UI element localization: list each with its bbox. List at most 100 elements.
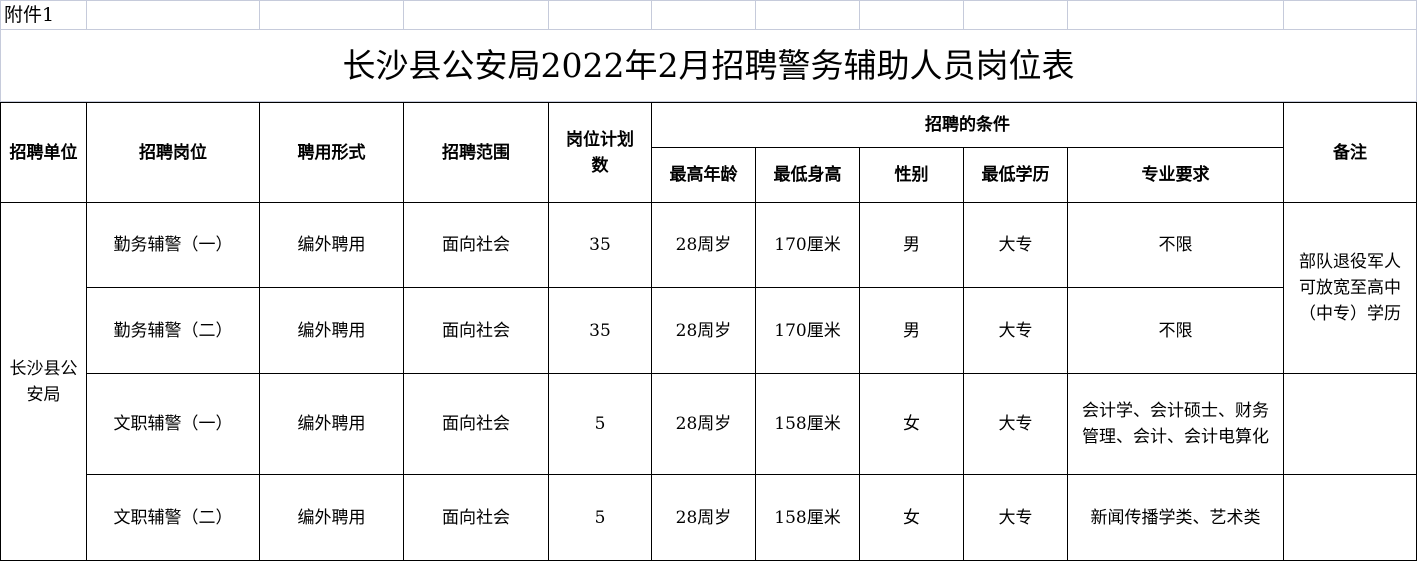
header-gender: 性别 [860,148,964,203]
unit-cell: 长沙县公安局 [0,203,87,561]
header-min-education-text: 最低学历 [981,165,1050,185]
row-1-position: 勤务辅警（一） [87,203,260,288]
row-3-gender-text: 女 [903,414,920,434]
row-2-major-text: 不限 [1158,320,1193,341]
row-4-position: 文职辅警（二） [87,475,260,561]
row-1-age: 28周岁 [652,203,756,288]
row-2-gender: 男 [860,288,964,374]
row-1-major: 不限 [1068,203,1284,288]
row-4-gender-text: 女 [903,507,920,528]
row-1-major-text: 不限 [1158,235,1193,255]
header-remarks-text: 备注 [1333,142,1367,163]
row-3-major: 会计学、会计硕士、财务管理、会计、会计电算化 [1068,374,1284,475]
row-4-position-text: 文职辅警（二） [113,507,233,528]
remarks-cell: 部队退役军人可放宽至高中（中专）学历 [1284,203,1417,374]
remarks-empty [1284,374,1417,475]
empty-cell [1068,0,1284,30]
row-2-height-text: 170厘米 [774,320,841,341]
row-3-position-text: 文职辅警（一） [113,414,233,434]
header-employment-form-text: 聘用形式 [297,142,366,163]
row-2-education-text: 大专 [998,320,1033,341]
row-1-height-text: 170厘米 [774,235,841,255]
header-min-height-text: 最低身高 [773,165,842,185]
page-title-text: 长沙县公安局2022年2月招聘警务辅助人员岗位表 [342,45,1075,85]
empty-cell [1284,0,1417,30]
header-unit: 招聘单位 [0,102,87,203]
remarks-cell-text: 部队退役军人可放宽至高中（中专）学历 [1299,252,1401,324]
header-unit-text: 招聘单位 [9,142,78,163]
row-4-height-text: 158厘米 [774,507,841,528]
empty-cell [404,0,549,30]
row-3-form: 编外聘用 [260,374,404,475]
row-1-scope: 面向社会 [404,203,549,288]
row-2-count-text: 35 [589,320,611,341]
row-2-gender-text: 男 [903,320,920,341]
row-4-major: 新闻传播学类、艺术类 [1068,475,1284,561]
header-position: 招聘岗位 [87,102,260,203]
row-4-count: 5 [549,475,652,561]
row-4-scope-text: 面向社会 [442,507,510,528]
row-3-age-text: 28周岁 [675,414,732,434]
row-4-form-text: 编外聘用 [297,507,366,528]
row-3-form-text: 编外聘用 [297,414,366,434]
row-1-education-text: 大专 [998,235,1033,255]
row-2-height: 170厘米 [756,288,860,374]
header-remarks: 备注 [1284,102,1417,203]
row-2-major: 不限 [1068,288,1284,374]
empty-cell [964,0,1068,30]
row-4-education: 大专 [964,475,1068,561]
row-4-scope: 面向社会 [404,475,549,561]
attachment-label-text: 附件1 [4,4,55,26]
row-4-height: 158厘米 [756,475,860,561]
row-1-gender-text: 男 [903,235,920,255]
remarks-empty [1284,475,1417,561]
header-min-height: 最低身高 [756,148,860,203]
row-2-form: 编外聘用 [260,288,404,374]
row-2-form-text: 编外聘用 [297,320,366,341]
header-planned-count-text: 岗位计划数 [566,129,634,176]
empty-cell [87,0,260,30]
empty-cell [652,0,756,30]
header-major: 专业要求 [1068,148,1284,203]
row-4-education-text: 大专 [998,507,1033,528]
page-title: 长沙县公安局2022年2月招聘警务辅助人员岗位表 [0,30,1417,102]
attachment-label: 附件1 [0,0,87,30]
row-3-height: 158厘米 [756,374,860,475]
row-4-major-text: 新闻传播学类、艺术类 [1090,507,1261,528]
header-min-education: 最低学历 [964,148,1068,203]
row-1-scope-text: 面向社会 [442,235,510,255]
row-4-gender: 女 [860,475,964,561]
row-3-height-text: 158厘米 [774,414,841,434]
header-employment-form: 聘用形式 [260,102,404,203]
row-3-age: 28周岁 [652,374,756,475]
row-3-education-text: 大专 [998,414,1033,434]
header-scope-text: 招聘范围 [442,142,510,163]
row-2-age-text: 28周岁 [675,320,732,341]
row-3-scope: 面向社会 [404,374,549,475]
header-planned-count: 岗位计划数 [549,102,652,203]
row-2-count: 35 [549,288,652,374]
empty-cell [260,0,404,30]
row-2-position: 勤务辅警（二） [87,288,260,374]
row-1-count: 35 [549,203,652,288]
row-4-count-text: 5 [594,507,606,528]
row-2-scope: 面向社会 [404,288,549,374]
row-1-height: 170厘米 [756,203,860,288]
row-1-count-text: 35 [589,235,611,255]
empty-cell [756,0,860,30]
header-conditions-text: 招聘的条件 [925,115,1010,135]
unit-cell-text: 长沙县公安局 [9,358,78,405]
row-3-education: 大专 [964,374,1068,475]
row-4-form: 编外聘用 [260,475,404,561]
row-4-age-text: 28周岁 [675,507,732,528]
row-1-form: 编外聘用 [260,203,404,288]
row-3-major-text: 会计学、会计硕士、财务管理、会计、会计电算化 [1082,401,1269,447]
header-gender-text: 性别 [894,165,929,185]
header-max-age: 最高年龄 [652,148,756,203]
empty-cell [860,0,964,30]
header-position-text: 招聘岗位 [139,142,207,163]
row-3-count-text: 5 [594,414,606,434]
header-conditions: 招聘的条件 [652,102,1284,148]
header-scope: 招聘范围 [404,102,549,203]
row-4-age: 28周岁 [652,475,756,561]
